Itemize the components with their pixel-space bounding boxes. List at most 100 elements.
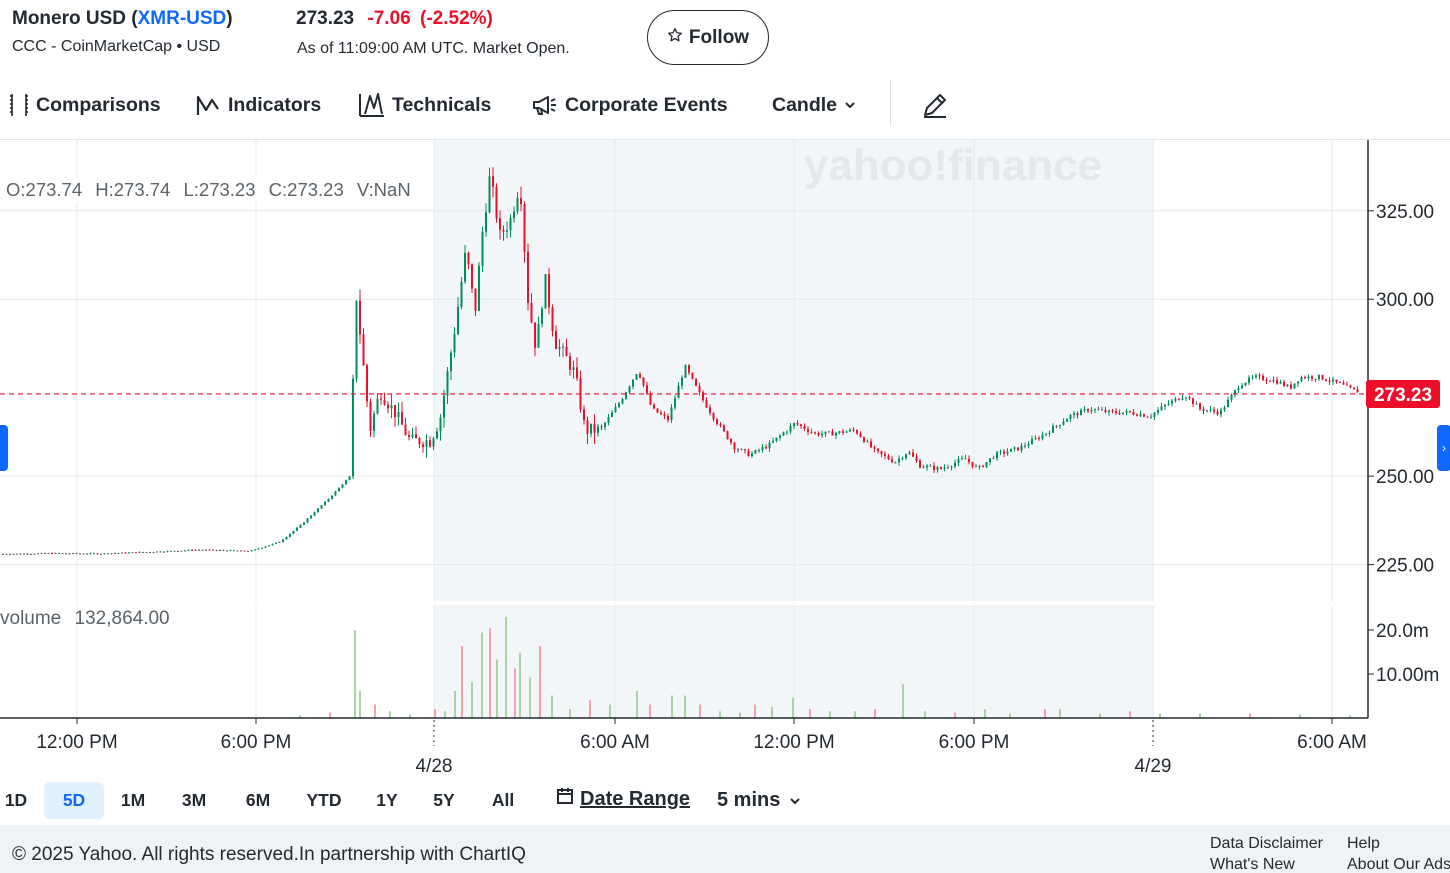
corporate-events-button[interactable]: Corporate Events — [531, 90, 728, 120]
follow-button[interactable]: Follow — [647, 10, 769, 65]
candle-body — [576, 367, 578, 379]
volume-bar — [299, 715, 301, 718]
candle-body — [1094, 409, 1096, 411]
candle-body — [1164, 404, 1166, 407]
volume-bar — [1099, 713, 1101, 718]
candle-body — [471, 264, 473, 289]
range-1d[interactable]: 1D — [0, 782, 32, 819]
market-status: As of 11:09:00 AM UTC. Market Open. — [297, 40, 570, 57]
volume-bar — [1299, 714, 1301, 718]
candle-body — [289, 533, 291, 537]
candle-body — [789, 425, 792, 432]
volume-bar — [389, 711, 391, 718]
candle-body — [159, 551, 162, 553]
ticker-title: Monero USD (XMR-USD) — [12, 8, 233, 29]
candle-body — [1346, 384, 1348, 386]
price-tick-label: 225.00 — [1376, 556, 1434, 577]
candle-body — [1241, 385, 1243, 389]
candle-body — [1174, 398, 1177, 401]
candle-body — [905, 454, 907, 459]
price-chart[interactable]: yahoo!finance 325.00 300.00 250.00 225.00 20.… — [0, 140, 1450, 825]
candle-body — [1097, 409, 1100, 411]
candle-body — [646, 385, 648, 394]
candle-body — [359, 300, 361, 335]
candle-body — [971, 461, 974, 467]
candle-body — [383, 399, 386, 405]
candle-body — [639, 374, 641, 378]
candle-body — [723, 425, 725, 432]
candle-body — [1251, 377, 1254, 379]
candle-body — [1290, 384, 1292, 389]
range-all[interactable]: All — [478, 782, 528, 819]
chart-type-dropdown[interactable]: Candle — [772, 90, 857, 120]
candle-body — [19, 553, 22, 555]
scroll-left-button[interactable] — [0, 425, 8, 471]
about-ads-link[interactable]: About Our Ads — [1347, 856, 1450, 873]
volume-bar — [984, 709, 986, 718]
candle-body — [1024, 445, 1026, 447]
volume-bar — [719, 711, 721, 718]
candle-body — [1167, 403, 1170, 405]
candle-body — [642, 377, 645, 386]
volume-bar — [1159, 713, 1161, 718]
range-5d[interactable]: 5D — [44, 782, 104, 819]
range-3m[interactable]: 3M — [166, 782, 222, 819]
draw-button[interactable] — [920, 90, 950, 120]
candle-body — [436, 431, 438, 439]
candle-body — [1118, 413, 1121, 415]
range-1y[interactable]: 1Y — [366, 782, 408, 819]
candle-body — [863, 437, 865, 442]
candle-body — [1297, 381, 1299, 384]
volume-bar — [359, 691, 361, 718]
candle-body — [240, 550, 242, 552]
whats-new-link[interactable]: What's New — [1210, 856, 1295, 873]
candle-body — [30, 553, 32, 555]
candle-body — [96, 553, 99, 555]
pencil-icon — [920, 90, 950, 120]
technicals-button[interactable]: Technicals — [358, 90, 491, 120]
interval-dropdown[interactable]: 5 mins — [717, 789, 802, 812]
candle-body — [1286, 384, 1289, 386]
range-5y[interactable]: 5Y — [422, 782, 466, 819]
candle-body — [677, 385, 680, 399]
candle-body — [156, 551, 158, 553]
comparisons-button[interactable]: Comparisons — [8, 90, 161, 120]
data-disclaimer-link[interactable]: Data Disclaimer — [1210, 835, 1323, 852]
candle-body — [331, 495, 333, 499]
candle-body — [404, 424, 407, 435]
candle-body — [996, 452, 998, 459]
candle-body — [982, 465, 984, 467]
candle-body — [1087, 409, 1089, 412]
candle-body — [782, 432, 785, 436]
range-1m[interactable]: 1M — [107, 782, 159, 819]
volume-bar — [1249, 713, 1251, 718]
candle-body — [450, 352, 452, 372]
candle-body — [628, 386, 631, 393]
chart-area[interactable]: yahoo!finance 325.00 300.00 250.00 225.00 20.… — [0, 140, 1450, 825]
candle-body — [1020, 445, 1023, 451]
range-6m[interactable]: 6M — [232, 782, 284, 819]
candle-body — [1003, 451, 1005, 454]
candle-body — [61, 553, 64, 555]
date-range-button[interactable]: Date Range — [556, 787, 690, 811]
volume-bar — [454, 691, 456, 718]
candle-body — [849, 429, 851, 432]
candle-body — [513, 211, 515, 219]
indicators-button[interactable]: Indicators — [196, 90, 321, 120]
candle-body — [856, 430, 858, 434]
scroll-right-button[interactable]: › — [1437, 425, 1450, 471]
candle-body — [1237, 388, 1240, 391]
help-link[interactable]: Help — [1347, 835, 1380, 852]
ticker-symbol-link[interactable]: XMR-USD — [137, 8, 227, 29]
high-value: H:273.74 — [95, 179, 171, 200]
range-ytd[interactable]: YTD — [294, 782, 354, 819]
candle-body — [1209, 409, 1212, 411]
candle-body — [177, 550, 179, 552]
candle-body — [166, 550, 169, 552]
candle-body — [1321, 374, 1324, 380]
time-tick-label: 6:00 AM — [1297, 732, 1367, 753]
candle-body — [737, 449, 739, 451]
candle-body — [23, 553, 25, 555]
volume-bar — [444, 711, 446, 718]
volume-bar — [1349, 715, 1351, 718]
